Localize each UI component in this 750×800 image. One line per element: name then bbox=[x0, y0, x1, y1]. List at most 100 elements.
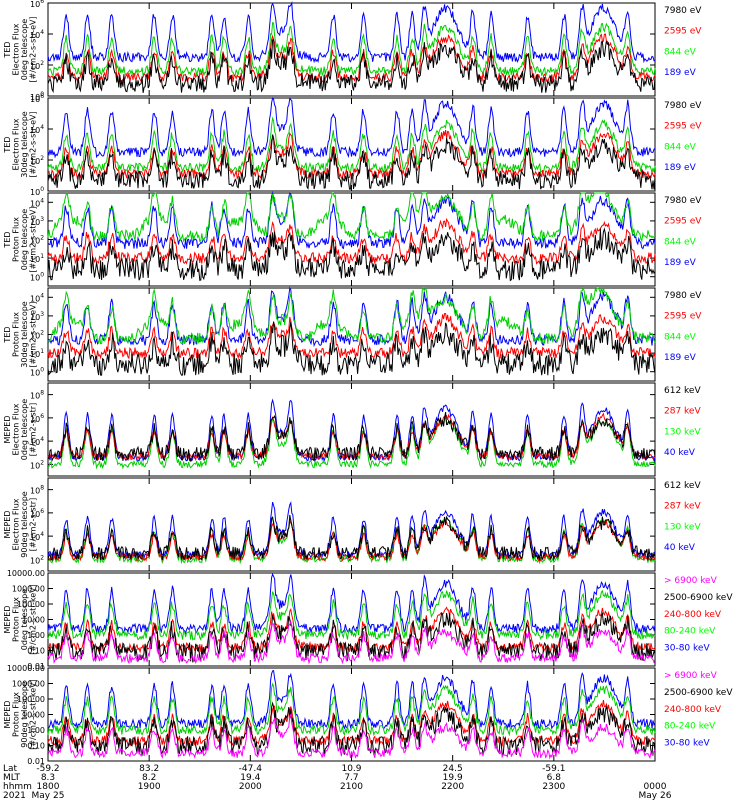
y-tick-label: 102 bbox=[30, 554, 44, 565]
legend-entry: 7980 eV bbox=[664, 6, 702, 16]
time-tick-label: 8.3 bbox=[41, 773, 55, 783]
legend-entry: 7980 eV bbox=[664, 196, 702, 206]
y-axis-label: 90deg telescope bbox=[20, 491, 29, 558]
time-tick-label: -59.1 bbox=[542, 764, 565, 774]
y-tick-label: 100 bbox=[30, 367, 44, 378]
legend-entry: 844 eV bbox=[664, 237, 697, 247]
y-tick-label: 104 bbox=[30, 197, 44, 208]
y-tick-label: 104 bbox=[30, 531, 44, 542]
y-tick-label: 102 bbox=[30, 155, 44, 166]
legend-entry: 130 keV bbox=[664, 522, 701, 532]
legend-entry: 7980 eV bbox=[664, 291, 702, 301]
y-axis-label: [#/cm2-s-str] bbox=[29, 403, 38, 456]
legend-entry: 189 eV bbox=[664, 68, 697, 78]
y-axis-label: Proton Flux bbox=[12, 597, 21, 642]
y-axis-label: MEPED bbox=[3, 606, 12, 634]
time-tick-label: May 25 bbox=[32, 791, 65, 800]
y-tick-label: 10000.00 bbox=[7, 664, 45, 673]
time-tick-label: -59.2 bbox=[36, 764, 59, 774]
legend-entry: 30-80 keV bbox=[664, 739, 710, 749]
series-trace-blue bbox=[47, 669, 656, 730]
time-tick-label: 2300 bbox=[542, 782, 565, 792]
legend-entry: 40 keV bbox=[664, 448, 696, 458]
y-axis-label: MEPED bbox=[3, 701, 12, 729]
panel-6: 102 104 106 108 MEPED Electron Flux 90deg tele… bbox=[3, 477, 701, 572]
y-tick-label: 104 bbox=[30, 436, 44, 447]
y-axis-label: [#/cm2-s-str-keV] bbox=[29, 584, 38, 655]
series-trace-red bbox=[47, 412, 656, 462]
time-row-label: MLT bbox=[3, 773, 21, 783]
panel-7: 0.01 0.10 1.00 10.00 100.00 1000.00 10000.00 ME… bbox=[3, 569, 733, 671]
y-axis-label: 0deg telescope bbox=[20, 399, 29, 460]
legend-entry: 2595 eV bbox=[664, 312, 702, 322]
series-trace-green bbox=[47, 682, 656, 737]
y-tick-label: 101 bbox=[30, 348, 44, 359]
y-tick-label: 1000.00 bbox=[12, 585, 45, 594]
y-tick-label: 100.00 bbox=[17, 600, 45, 609]
y-axis-label: [#/cm2-s-str-keV] bbox=[29, 679, 38, 750]
time-row-label: Lat bbox=[3, 764, 18, 774]
y-axis-label: 0deg telescope bbox=[20, 19, 29, 80]
time-row-label: hhmm bbox=[3, 782, 32, 792]
time-tick-label: 24.5 bbox=[443, 764, 463, 774]
series-trace-blue bbox=[47, 96, 656, 159]
y-axis-label: [#/cm2-s-str-eV] bbox=[29, 301, 38, 367]
panel-3: 100 101 102 103 104 TED Proton Flux 0deg telesc… bbox=[3, 191, 702, 287]
panel-4: 100 101 102 103 104 TED Proton Flux 30deg teles… bbox=[3, 286, 702, 382]
legend-entry: > 6900 keV bbox=[664, 671, 718, 681]
y-tick-label: 0.10 bbox=[27, 742, 45, 751]
legend-entry: 40 keV bbox=[664, 543, 696, 553]
legend-entry: 80-240 keV bbox=[664, 627, 716, 637]
legend-entry: 130 keV bbox=[664, 427, 701, 437]
panel-frame bbox=[47, 572, 656, 667]
legend-entry: 240-800 keV bbox=[664, 705, 722, 715]
y-axis-label: TED bbox=[3, 231, 12, 248]
legend-entry: 7980 eV bbox=[664, 101, 702, 111]
y-tick-label: 106 bbox=[30, 93, 44, 104]
y-axis-label: [#/cm2-s-str-eV] bbox=[29, 111, 38, 177]
legend-entry: 2595 eV bbox=[664, 217, 702, 227]
y-axis-label: Proton Flux bbox=[12, 312, 21, 357]
time-tick-label: 83.2 bbox=[139, 764, 159, 774]
legend-entry: 612 keV bbox=[664, 386, 701, 396]
legend-entry: 2500-6900 keV bbox=[664, 688, 733, 698]
y-tick-label: 102 bbox=[30, 330, 44, 341]
time-tick-label: 2100 bbox=[340, 782, 363, 792]
y-tick-label: 106 bbox=[30, 413, 44, 424]
y-tick-label: 103 bbox=[30, 311, 44, 322]
legend-entry: 844 eV bbox=[664, 47, 697, 57]
time-tick-label: 19.4 bbox=[240, 773, 260, 783]
time-tick-label: 2000 bbox=[239, 782, 262, 792]
y-tick-label: 104 bbox=[30, 292, 44, 303]
series-trace-green bbox=[47, 21, 656, 77]
y-tick-label: 10.00 bbox=[22, 616, 45, 625]
y-axis-label: 0deg telescope bbox=[20, 589, 29, 650]
y-tick-label: 106 bbox=[30, 0, 44, 9]
y-axis-label: Electron Flux bbox=[12, 403, 21, 455]
y-tick-label: 1.00 bbox=[27, 631, 45, 640]
series-trace-magenta bbox=[47, 713, 656, 760]
time-tick-label: 2200 bbox=[441, 782, 464, 792]
time-tick-label: May 26 bbox=[639, 791, 672, 800]
y-tick-label: 100.00 bbox=[17, 695, 45, 704]
legend-entry: 189 eV bbox=[664, 353, 697, 363]
panel-8: 0.01 0.10 1.00 10.00 100.00 1000.00 10000.00 ME… bbox=[3, 664, 733, 766]
y-axis-label: Proton Flux bbox=[12, 692, 21, 737]
series-trace-blue bbox=[47, 1, 655, 64]
time-tick-label: 0000 bbox=[644, 782, 667, 792]
y-axis-label: TED bbox=[3, 136, 12, 153]
series-trace-black bbox=[47, 38, 656, 94]
y-tick-label: 0.10 bbox=[27, 647, 45, 656]
time-row-label: 2021 bbox=[3, 791, 26, 800]
legend-entry: 844 eV bbox=[664, 142, 697, 152]
time-tick-label: -47.4 bbox=[239, 764, 263, 774]
time-tick-label: 7.7 bbox=[344, 773, 358, 783]
legend-entry: 612 keV bbox=[664, 481, 701, 491]
y-axis-label: Electron Flux bbox=[12, 23, 21, 75]
y-axis-label: TED bbox=[3, 326, 12, 343]
series-trace-green bbox=[47, 416, 656, 470]
legend-entry: 30-80 keV bbox=[664, 644, 710, 654]
y-axis-label: MEPED bbox=[3, 416, 12, 444]
series-trace-green bbox=[47, 116, 656, 175]
y-axis-label: 30deg telescope bbox=[20, 111, 29, 178]
